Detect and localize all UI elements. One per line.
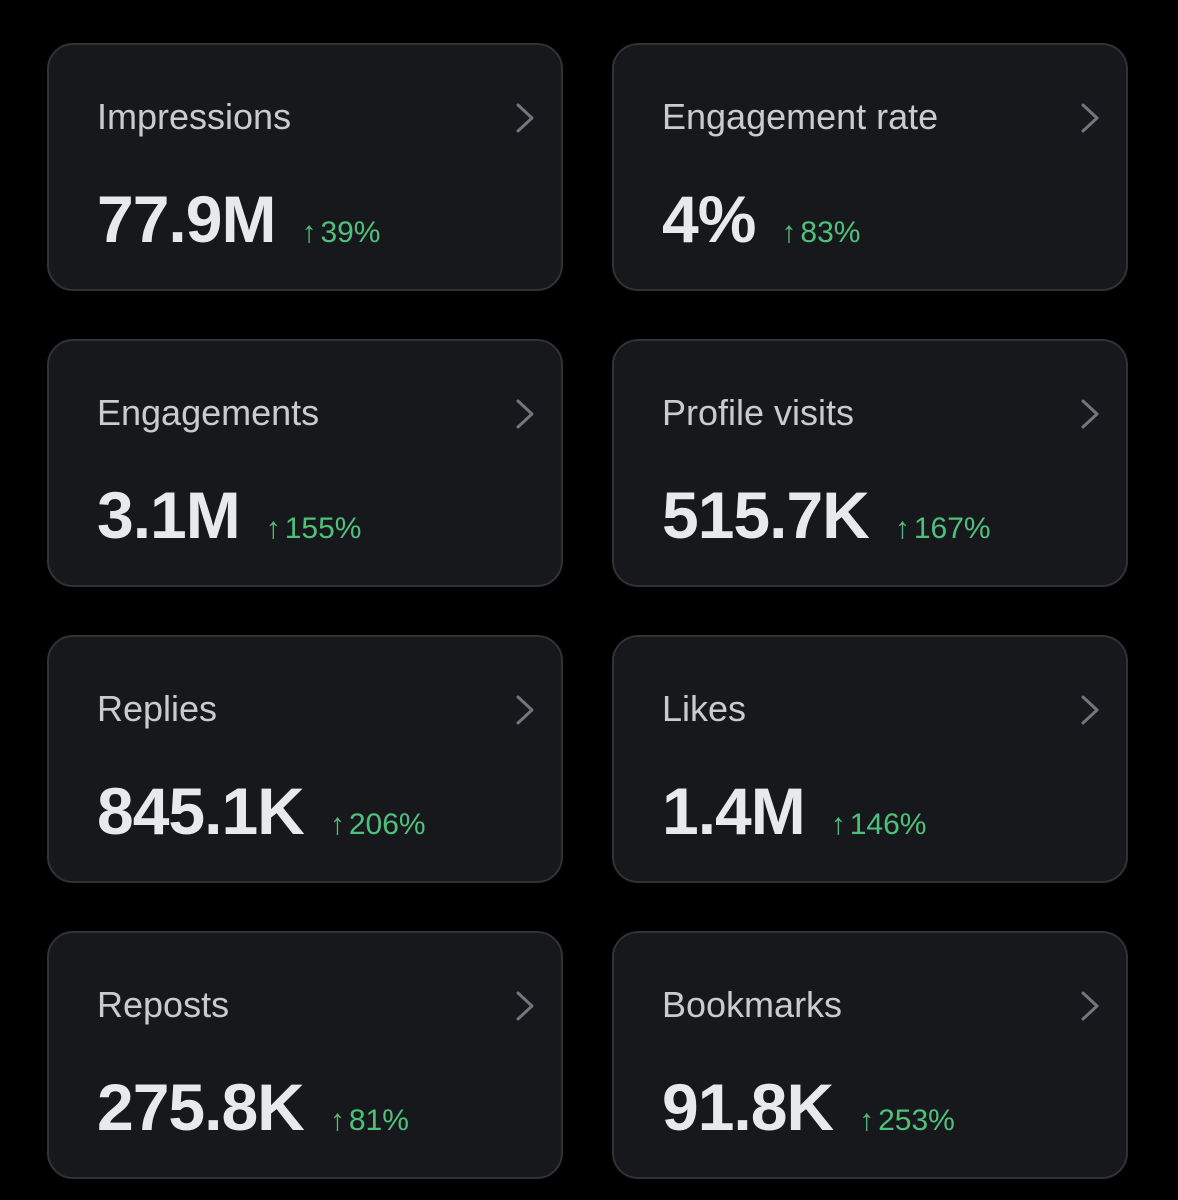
arrow-up-icon: ↑ [329, 808, 345, 841]
chevron-right-icon [516, 103, 534, 133]
change-indicator: ↑ 206% [330, 807, 426, 843]
metric-value-row: 4% ↑ 83% [662, 181, 860, 257]
metric-value: 91.8K [662, 1070, 834, 1144]
metric-value-row: 845.1K ↑ 206% [97, 773, 426, 849]
metric-card-replies[interactable]: Replies 845.1K ↑ 206% [47, 635, 563, 883]
metric-value: 3.1M [97, 478, 241, 552]
change-percent: 206% [348, 808, 426, 841]
chevron-right-icon [516, 695, 534, 725]
chevron-right-icon [1081, 991, 1099, 1021]
metric-title: Engagement rate [662, 96, 939, 137]
change-percent: 167% [913, 512, 991, 545]
metric-value: 515.7K [662, 478, 870, 552]
change-indicator: ↑ 39% [301, 215, 380, 251]
arrow-up-icon: ↑ [781, 216, 797, 249]
metric-title: Bookmarks [662, 984, 843, 1025]
metric-card-likes[interactable]: Likes 1.4M ↑ 146% [612, 635, 1128, 883]
metric-card-reposts[interactable]: Reposts 275.8K ↑ 81% [47, 931, 563, 1179]
metric-title: Reposts [97, 984, 230, 1025]
metric-card-impressions[interactable]: Impressions 77.9M ↑ 39% [47, 43, 563, 291]
change-percent: 39% [320, 216, 381, 249]
metric-value-row: 77.9M ↑ 39% [97, 181, 380, 257]
metrics-grid: Impressions 77.9M ↑ 39% Engagement rate … [47, 43, 1128, 1179]
metric-value-row: 1.4M ↑ 146% [662, 773, 926, 849]
metric-value: 845.1K [97, 774, 305, 848]
arrow-up-icon: ↑ [830, 808, 846, 841]
metric-value-row: 91.8K ↑ 253% [662, 1069, 955, 1145]
metric-value-row: 275.8K ↑ 81% [97, 1069, 409, 1145]
change-indicator: ↑ 83% [781, 215, 860, 251]
metric-value-row: 3.1M ↑ 155% [97, 477, 361, 553]
metric-card-bookmarks[interactable]: Bookmarks 91.8K ↑ 253% [612, 931, 1128, 1179]
change-percent: 83% [800, 216, 861, 249]
metric-title: Replies [97, 688, 218, 729]
metric-title: Engagements [97, 392, 320, 433]
change-indicator: ↑ 253% [859, 1103, 955, 1139]
metric-card-profile-visits[interactable]: Profile visits 515.7K ↑ 167% [612, 339, 1128, 587]
change-indicator: ↑ 155% [266, 511, 362, 547]
chevron-right-icon [1081, 103, 1099, 133]
arrow-up-icon: ↑ [894, 512, 910, 545]
metric-value: 4% [662, 182, 756, 256]
metric-value: 275.8K [97, 1070, 305, 1144]
change-percent: 253% [878, 1104, 955, 1137]
chevron-right-icon [1081, 399, 1099, 429]
change-percent: 155% [284, 512, 362, 545]
arrow-up-icon: ↑ [329, 1104, 345, 1137]
chevron-right-icon [516, 399, 534, 429]
metric-value: 77.9M [97, 182, 276, 256]
arrow-up-icon: ↑ [265, 512, 281, 545]
metric-card-engagements[interactable]: Engagements 3.1M ↑ 155% [47, 339, 563, 587]
arrow-up-icon: ↑ [301, 216, 317, 249]
change-indicator: ↑ 146% [831, 807, 927, 843]
metric-value: 1.4M [662, 774, 806, 848]
metric-title: Profile visits [662, 392, 855, 433]
arrow-up-icon: ↑ [859, 1104, 875, 1137]
metric-value-row: 515.7K ↑ 167% [662, 477, 991, 553]
metric-title: Likes [662, 688, 747, 729]
change-indicator: ↑ 81% [330, 1103, 409, 1139]
change-percent: 146% [849, 808, 927, 841]
change-indicator: ↑ 167% [895, 511, 991, 547]
metric-card-engagement-rate[interactable]: Engagement rate 4% ↑ 83% [612, 43, 1128, 291]
chevron-right-icon [1081, 695, 1099, 725]
chevron-right-icon [516, 991, 534, 1021]
metric-title: Impressions [97, 96, 292, 137]
change-percent: 81% [348, 1104, 409, 1137]
